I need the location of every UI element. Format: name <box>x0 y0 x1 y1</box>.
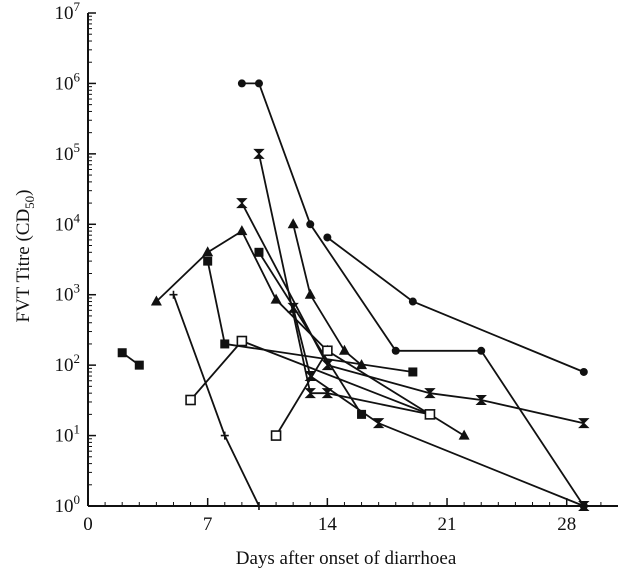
y-tick-exponent: 2 <box>74 351 81 366</box>
y-tick-base: 10 <box>55 73 74 94</box>
series-line <box>292 224 363 366</box>
data-point-square <box>254 247 264 257</box>
data-point-circle <box>408 297 417 306</box>
data-point-bowtie <box>287 302 299 313</box>
data-point-circle <box>323 233 332 242</box>
x-tick-label: 14 <box>318 514 338 535</box>
data-point-bowtie <box>578 418 590 429</box>
y-tick-label: 107 <box>55 0 81 24</box>
data-point-circle <box>254 79 263 88</box>
y-axis-label-close: ) <box>13 189 34 195</box>
y-tick-exponent: 0 <box>74 492 81 507</box>
data-point-bowtie <box>475 394 487 405</box>
series-line <box>155 229 465 437</box>
data-point-bowtie <box>424 388 436 399</box>
marker-layer <box>117 79 590 511</box>
y-tick-label: 106 <box>55 69 81 94</box>
data-point-bowtie <box>304 371 316 382</box>
y-tick-exponent: 5 <box>74 140 81 155</box>
y-tick-base: 10 <box>55 496 74 517</box>
series-line <box>258 153 431 416</box>
data-point-square <box>134 360 144 370</box>
y-tick-label: 102 <box>55 351 81 376</box>
y-tick-label: 105 <box>55 140 81 165</box>
y-tick-label: 103 <box>55 281 81 306</box>
x-tick-label: 28 <box>557 514 576 535</box>
data-point-square <box>357 409 367 419</box>
data-point-triangle <box>236 225 248 236</box>
y-tick-base: 10 <box>55 426 74 447</box>
y-tick-exponent: 7 <box>74 0 81 14</box>
x-tick-label: 7 <box>203 514 213 535</box>
series-line <box>326 236 585 373</box>
data-point-bowtie <box>304 388 316 399</box>
data-point-bowtie <box>321 360 334 371</box>
data-point-triangle <box>270 293 282 304</box>
data-point-bowtie <box>321 388 334 399</box>
data-point-open-square <box>424 409 436 420</box>
x-axis-label: Days after onset of diarrhoea <box>236 548 457 569</box>
y-tick-base: 10 <box>55 144 74 165</box>
y-tick-exponent: 6 <box>74 69 81 84</box>
data-point-circle <box>579 367 588 376</box>
data-point-triangle <box>304 288 316 299</box>
data-point-triangle <box>338 344 350 355</box>
data-point-circle <box>237 79 246 88</box>
series-line <box>241 82 585 507</box>
data-point-triangle <box>356 359 368 370</box>
data-point-circle <box>477 346 486 355</box>
y-tick-base: 10 <box>55 214 74 235</box>
data-point-triangle <box>150 295 162 306</box>
data-point-square <box>117 348 127 358</box>
data-point-triangle <box>202 246 214 257</box>
data-point-triangle <box>458 429 470 440</box>
y-tick-exponent: 3 <box>74 281 81 296</box>
y-tick-label: 100 <box>55 492 81 517</box>
data-point-open-square <box>236 335 248 347</box>
data-point-circle <box>391 346 400 355</box>
series-line <box>275 350 329 437</box>
data-point-bowtie <box>578 501 590 511</box>
y-axis-label-subscript: 50 <box>22 196 37 209</box>
y-tick-base: 10 <box>55 285 74 306</box>
y-tick-label: 104 <box>55 210 81 235</box>
data-point-open-square <box>185 394 196 406</box>
data-point-plus <box>254 502 263 510</box>
y-tick-base: 10 <box>55 3 74 24</box>
data-point-bowtie <box>236 198 248 209</box>
y-tick-exponent: 1 <box>74 422 81 437</box>
series-line <box>292 307 585 507</box>
data-point-bowtie <box>253 148 265 159</box>
y-tick-label: 101 <box>55 422 81 447</box>
y-tick-exponent: 4 <box>74 210 81 225</box>
x-tick-label: 21 <box>438 514 457 535</box>
y-tick-base: 10 <box>55 355 74 376</box>
data-point-open-square <box>270 430 282 441</box>
series-layer <box>121 82 585 507</box>
data-point-triangle <box>287 218 299 229</box>
data-point-open-square <box>322 345 333 357</box>
data-point-circle <box>306 220 315 229</box>
x-tick-label: 0 <box>83 514 93 535</box>
y-axis-label: FVT Titre (CD50) <box>13 189 37 322</box>
series-line <box>258 251 363 415</box>
data-point-square <box>408 367 418 377</box>
data-point-bowtie <box>372 418 385 429</box>
y-axis-label-main: FVT Titre (CD <box>13 209 34 323</box>
data-point-plus <box>220 431 229 440</box>
data-point-square <box>203 256 213 266</box>
data-point-square <box>220 339 230 349</box>
data-point-plus <box>169 290 178 299</box>
